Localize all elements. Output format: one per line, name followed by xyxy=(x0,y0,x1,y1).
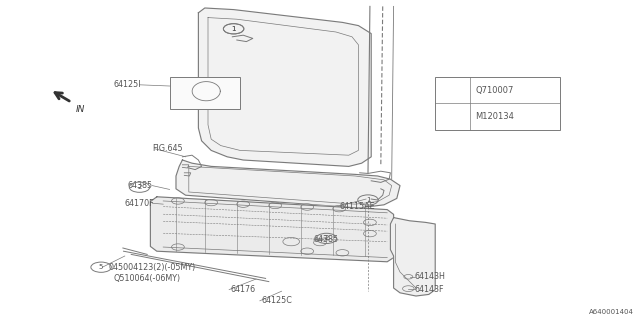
Text: 2: 2 xyxy=(451,112,455,121)
Text: FIG.645: FIG.645 xyxy=(152,144,183,153)
Text: IN: IN xyxy=(76,105,85,114)
Polygon shape xyxy=(150,197,394,262)
Text: 2: 2 xyxy=(138,184,141,190)
Bar xyxy=(170,77,240,109)
Bar xyxy=(435,77,560,130)
Text: 1: 1 xyxy=(231,26,236,32)
Text: 64385: 64385 xyxy=(314,236,339,244)
Text: 64125C: 64125C xyxy=(261,296,292,305)
Text: 64143H: 64143H xyxy=(415,272,445,281)
Polygon shape xyxy=(176,160,400,208)
Text: 64170F: 64170F xyxy=(125,199,154,208)
Text: M120134: M120134 xyxy=(476,112,514,121)
Text: 64125I: 64125I xyxy=(113,80,141,89)
Text: 1: 1 xyxy=(231,26,236,32)
Text: Q710007: Q710007 xyxy=(476,85,514,94)
Text: 2: 2 xyxy=(324,236,328,241)
Polygon shape xyxy=(198,8,371,166)
Text: 045004123(2)(-05MY): 045004123(2)(-05MY) xyxy=(109,263,196,272)
Text: 5: 5 xyxy=(99,264,103,270)
Text: Q510064(-06MY): Q510064(-06MY) xyxy=(114,274,181,283)
Text: 1: 1 xyxy=(451,85,455,94)
Text: 64176: 64176 xyxy=(230,285,255,294)
Text: 64143F: 64143F xyxy=(415,285,444,294)
Text: 64115AE: 64115AE xyxy=(339,202,375,211)
Text: A640001404: A640001404 xyxy=(589,309,634,315)
Polygon shape xyxy=(390,218,435,296)
Text: 64385: 64385 xyxy=(128,181,153,190)
Text: 1: 1 xyxy=(365,197,371,203)
